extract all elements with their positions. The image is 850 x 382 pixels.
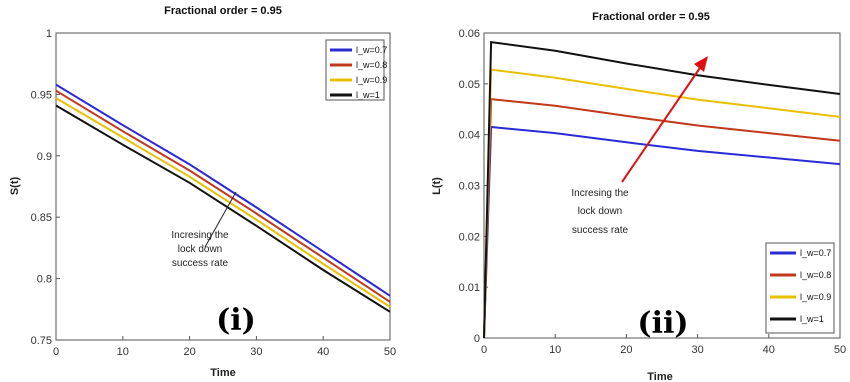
legend-label: l_w=0.8 [800, 270, 831, 280]
x-tick-labels: 0 10 20 30 40 50 [481, 334, 846, 356]
legend-label: l_w=0.7 [800, 248, 831, 258]
annotation-arrow [204, 191, 237, 248]
series-line-2 [55, 89, 391, 303]
panel-label: (i) [216, 303, 256, 338]
x-tick-label: 30 [250, 346, 262, 358]
x-tick-label: 30 [691, 344, 703, 356]
y-tick-label: 0.02 [459, 231, 480, 243]
y-tick-label: 0.01 [459, 282, 480, 294]
annotation-arrowhead [694, 56, 708, 72]
legend-label: l_w=0.9 [356, 75, 387, 85]
series-lines [483, 40, 841, 339]
x-tick-label: 10 [549, 344, 561, 356]
y-tick-labels: 0.75 0.8 0.85 0.9 0.95 1 [31, 28, 60, 347]
y-tick-label: 1 [46, 28, 52, 40]
x-axis-label: Time [647, 371, 672, 382]
chart-title: Fractional order = 0.95 [592, 11, 710, 23]
y-tick-label: 0.9 [37, 151, 52, 163]
legend-label: l_w=0.8 [356, 60, 387, 70]
chart-title: Fractional order = 0.95 [164, 5, 282, 17]
y-tick-label: 0.03 [459, 181, 480, 193]
y-tick-label: 0.05 [459, 79, 480, 91]
annotation: Incresing the lock down success rate [571, 56, 708, 236]
x-tick-labels: 0 10 20 30 40 50 [53, 336, 396, 358]
y-tick-label: 0.8 [37, 274, 52, 286]
series-line-1 [55, 83, 391, 297]
annotation-line-1: Incresing the [171, 230, 229, 241]
y-tick-label: 0.06 [459, 28, 480, 40]
annotation-line-3: success rate [172, 258, 229, 269]
x-axis-label: Time [210, 367, 235, 379]
x-tick-label: 20 [183, 346, 195, 358]
series-line-4 [55, 104, 391, 313]
x-tick-label: 40 [317, 346, 329, 358]
x-tick-label: 50 [834, 344, 846, 356]
annotation-line-2: lock down [578, 206, 622, 217]
y-tick-label: 0.85 [31, 212, 52, 224]
x-tick-label: 50 [384, 346, 396, 358]
x-tick-label: 0 [53, 346, 59, 358]
panel-label: (ii) [637, 306, 688, 341]
y-axis-label: S(t) [9, 177, 21, 196]
annotation: Incresing the lock down success rate [171, 191, 237, 269]
y-tick-label: 0.04 [459, 130, 480, 142]
panel-l-of-t: Fractional order = 0.95 0 10 20 30 40 50 0 0.0… [431, 11, 846, 382]
x-tick-label: 0 [481, 344, 487, 356]
legend-label: l_w=1 [356, 90, 380, 100]
x-tick-label: 10 [117, 346, 129, 358]
y-axis-label: L(t) [431, 177, 443, 195]
y-tick-label: 0.95 [31, 89, 52, 101]
x-tick-label: 20 [620, 344, 632, 356]
legend: l_w=0.7 l_w=0.8 l_w=0.9 l_w=1 [765, 242, 835, 334]
legend-label: l_w=0.7 [356, 45, 387, 55]
panel-s-of-t: Fractional order = 0.95 0 10 20 30 40 50 0.75… [9, 5, 396, 379]
annotation-arrow [621, 61, 705, 183]
annotation-line-2: lock down [178, 244, 222, 255]
series-line-4 [483, 40, 841, 339]
legend-label: l_w=0.9 [800, 292, 831, 302]
series-line-3 [55, 97, 391, 308]
legend: l_w=0.7 l_w=0.8 l_w=0.9 l_w=1 [325, 39, 387, 101]
x-tick-label: 40 [763, 344, 775, 356]
y-tick-label: 0.75 [31, 335, 52, 347]
annotation-line-1: Incresing the [571, 188, 629, 199]
y-tick-label: 0 [474, 333, 480, 345]
legend-label: l_w=1 [800, 314, 824, 324]
series-lines [55, 83, 391, 313]
annotation-line-3: success rate [572, 225, 629, 236]
